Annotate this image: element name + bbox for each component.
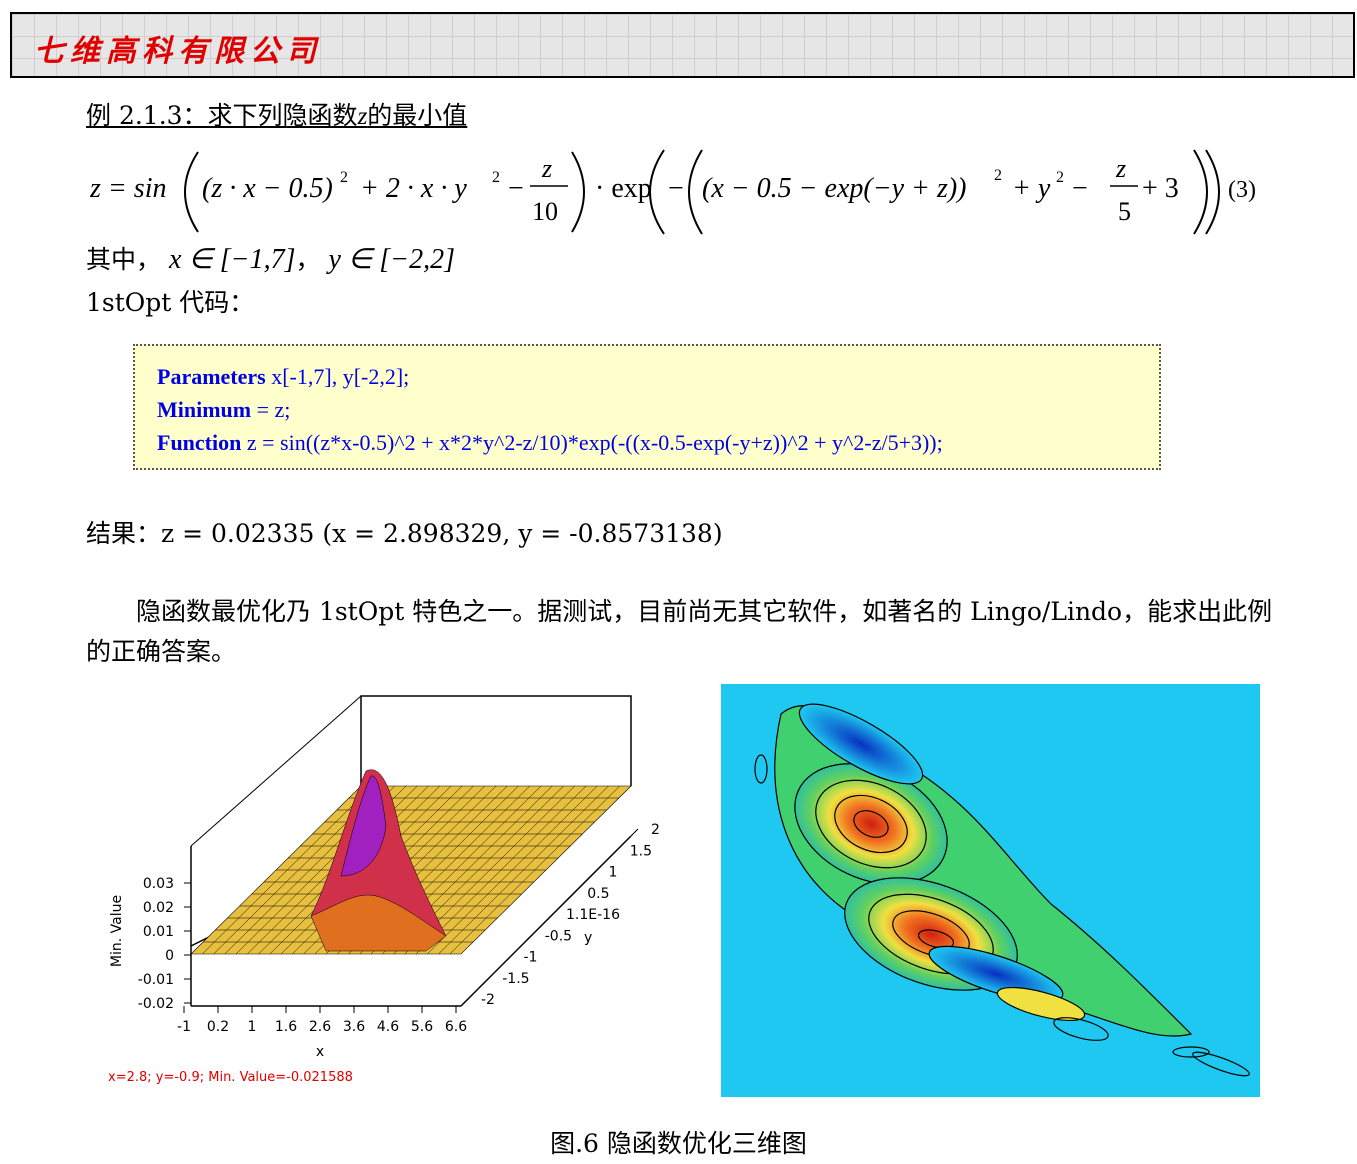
formula-inner: (x − 0.5 − exp(−y + z)) bbox=[702, 173, 966, 204]
plot-status-readout: x=2.8; y=-0.9; Min. Value=-0.021588 bbox=[108, 1070, 353, 1085]
equation-number: (3) bbox=[1228, 177, 1256, 203]
formula-exp: · exp bbox=[595, 173, 652, 204]
x-tick-label: 1.6 bbox=[275, 1019, 297, 1035]
figure-caption: 图.6 隐函数优化三维图 bbox=[550, 1129, 807, 1158]
svg-text:−: − bbox=[1072, 173, 1088, 204]
example-title-suffix: 的最小值 bbox=[367, 101, 468, 130]
code-keyword: Function bbox=[157, 430, 242, 455]
code-keyword: Parameters bbox=[157, 364, 266, 389]
tick-mark bbox=[588, 871, 596, 879]
code-text: = z; bbox=[251, 397, 291, 422]
x-axis-ticks: -1 0.2 1 1.6 2.6 3.6 4.6 5.6 6.6 bbox=[177, 1006, 467, 1035]
x-axis-label: x bbox=[316, 1044, 324, 1060]
formula-square-3: 2 bbox=[994, 167, 1002, 184]
formula-square-2: 2 bbox=[492, 169, 500, 186]
formula-part1: (z · x − 0.5) bbox=[202, 173, 333, 204]
domain-separator: ， bbox=[295, 245, 321, 274]
tick-mark bbox=[545, 913, 554, 922]
tick-mark bbox=[609, 849, 618, 858]
y-tick-label: -1.5 bbox=[502, 971, 529, 987]
result-line: 结果：z = 0.02335 (x = 2.898329, y = -0.857… bbox=[86, 519, 723, 548]
formula-frac1-numerator: z bbox=[541, 154, 552, 183]
y-tick-label: -0.5 bbox=[545, 928, 572, 944]
y-tick-label: 2 bbox=[651, 822, 660, 838]
code-keyword: Minimum bbox=[157, 397, 252, 422]
formula-frac2-numerator: z bbox=[1115, 154, 1126, 183]
formula-frac1-denominator: 10 bbox=[532, 197, 558, 226]
y-axis-ticks: 2 1.5 10.5 1.1E-16 -0.5 -1 -1.5 -2 bbox=[460, 822, 660, 1008]
formula-square-4: 2 bbox=[1056, 169, 1064, 186]
y-range: y ∈ [−2,2] bbox=[328, 244, 455, 275]
code-line: Function z = sin((z*x-0.5)^2 + x*2*y^2-z… bbox=[157, 426, 1137, 459]
y-tick-label: 1.5 bbox=[630, 843, 652, 859]
x-tick-label: 5.6 bbox=[411, 1019, 433, 1035]
code-label: 1stOpt 代码： bbox=[86, 288, 255, 317]
y-axis-label: y bbox=[584, 930, 592, 946]
x-range: x ∈ [−1,7] bbox=[168, 244, 296, 275]
tick-mark bbox=[503, 956, 511, 964]
y-tick-label: 0.5 bbox=[587, 886, 609, 902]
contour-plot bbox=[721, 684, 1260, 1097]
formula-plus-2xy: + 2 · x · y bbox=[360, 173, 467, 204]
y-tick-label: 1 bbox=[609, 865, 618, 881]
code-line: Minimum = z; bbox=[157, 393, 1137, 426]
contour-lower-trough bbox=[928, 945, 1064, 1003]
x-tick-label: 3.6 bbox=[343, 1019, 365, 1035]
z-axis-label: Min. Value bbox=[109, 895, 125, 967]
mesh-line bbox=[449, 785, 620, 955]
z-tick-label: -0.01 bbox=[138, 972, 174, 988]
mesh-line bbox=[202, 785, 373, 955]
company-name: 七维高科有限公司 bbox=[34, 34, 322, 69]
y-tick-label: -2 bbox=[481, 992, 495, 1008]
z-tick-label: 0 bbox=[165, 948, 174, 964]
surface-peak bbox=[310, 769, 447, 937]
tick-mark bbox=[481, 977, 490, 986]
y-tick-label: -1 bbox=[524, 950, 538, 966]
plot-box-back bbox=[360, 695, 632, 861]
code-text: x[-1,7], y[-2,2]; bbox=[265, 364, 410, 389]
z-tick-label: 0.01 bbox=[143, 924, 174, 940]
surface-peak-top bbox=[340, 775, 387, 877]
code-line: Parameters x[-1,7], y[-2,2]; bbox=[157, 360, 1137, 393]
formula-plus-3: + 3 bbox=[1142, 173, 1179, 204]
z-tick-label: 0.03 bbox=[143, 876, 174, 892]
example-title-prefix: 例 2.1.3：求下列隐函数 bbox=[86, 101, 358, 130]
z-axis-ticks: 0.03 0.02 0.01 0 -0.01 -0.02 bbox=[138, 876, 191, 1012]
page-header: 七维高科有限公司 bbox=[10, 12, 1355, 78]
formula-lhs: z = sin bbox=[90, 173, 166, 204]
svg-text:−: − bbox=[668, 173, 684, 204]
tick-mark bbox=[630, 828, 639, 837]
formula-plus-y2: + y bbox=[1012, 173, 1051, 204]
surface-peak-base bbox=[310, 894, 447, 952]
tick-mark bbox=[566, 892, 575, 901]
z-tick-label: 0.02 bbox=[143, 900, 174, 916]
surface-plot: 0.03 0.02 0.01 0 -0.01 -0.02 Min. Value -1 0.2… bbox=[86, 676, 686, 1101]
x-tick-label: 0.2 bbox=[207, 1019, 229, 1035]
y-tick-label: 1.1E-16 bbox=[566, 907, 620, 923]
example-title: 例 2.1.3：求下列隐函数z的最小值 bbox=[86, 96, 467, 132]
example-title-variable: z bbox=[357, 103, 368, 130]
description-paragraph: 隐函数最优化乃 1stOpt 特色之一。据测试，目前尚无其它软件，如著名的 Li… bbox=[86, 597, 1273, 666]
domain-line: 其中， x ∈ [−1,7]， y ∈ [−2,2] bbox=[86, 240, 455, 276]
formula-square-1: 2 bbox=[340, 169, 348, 186]
z-tick-label: -0.02 bbox=[138, 996, 174, 1012]
code-box: Parameters x[-1,7], y[-2,2]; Minimum = z… bbox=[133, 344, 1161, 470]
x-tick-label: 4.6 bbox=[377, 1019, 399, 1035]
contour-upper-trough bbox=[798, 703, 924, 785]
tick-mark bbox=[524, 934, 533, 943]
x-tick-label: 6.6 bbox=[445, 1019, 467, 1035]
svg-text:−: − bbox=[508, 173, 524, 204]
mesh-line bbox=[415, 785, 587, 955]
x-tick-label: 1 bbox=[248, 1019, 257, 1035]
tick-mark bbox=[460, 998, 469, 1007]
implicit-function-formula: z = sin (z · x − 0.5) 2 + 2 · x · y 2 − … bbox=[89, 142, 1290, 242]
mesh-line bbox=[427, 785, 598, 955]
code-text: z = sin((z*x-0.5)^2 + x*2*y^2-z/10)*exp(… bbox=[241, 430, 943, 455]
domain-prefix: 其中， bbox=[86, 245, 162, 274]
x-tick-label: 2.6 bbox=[309, 1019, 331, 1035]
x-tick-label: -1 bbox=[177, 1019, 191, 1035]
formula-frac2-denominator: 5 bbox=[1118, 197, 1131, 226]
mesh-line bbox=[438, 785, 609, 955]
